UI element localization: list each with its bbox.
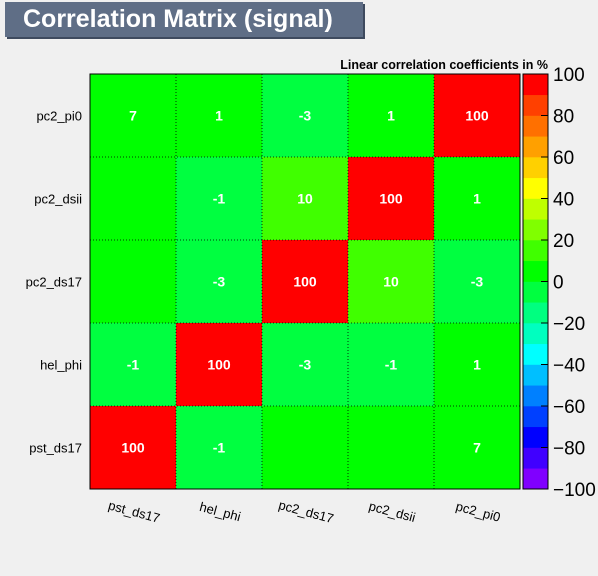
x-tick-label: pc2_dsii — [367, 498, 417, 525]
heatmap-cell — [90, 323, 176, 406]
heatmap-cell — [176, 240, 262, 323]
cell-value-label: 1 — [387, 108, 395, 124]
x-tick-label: pc2_ds17 — [277, 497, 335, 526]
heatmap-cell — [262, 74, 348, 157]
y-tick-label: hel_phi — [40, 358, 82, 373]
colorbar-segment — [523, 302, 548, 324]
heatmap-cell — [262, 157, 348, 240]
cell-value-label: 100 — [379, 191, 403, 207]
y-tick-label: pst_ds17 — [29, 441, 82, 456]
cell-value-label: 1 — [473, 191, 481, 207]
cell-value-label: -1 — [127, 357, 140, 373]
colorbar-segment — [523, 364, 548, 386]
heatmap-cell — [90, 157, 176, 240]
colorbar-tick-label: −60 — [553, 397, 585, 418]
heatmap-cell — [348, 157, 434, 240]
cell-value-label: 100 — [207, 357, 231, 373]
colorbar-tick-label: 40 — [553, 190, 574, 211]
colorbar-segment — [523, 94, 548, 116]
heatmap-cell — [348, 323, 434, 406]
cell-value-label: 7 — [129, 108, 137, 124]
cell-value-label: -3 — [471, 274, 484, 290]
heatmap-cell — [176, 157, 262, 240]
colorbar-segment — [523, 323, 548, 345]
x-tick-label: hel_phi — [198, 499, 242, 524]
heatmap-cell — [434, 240, 520, 323]
y-tick-label: pc2_pi0 — [36, 109, 82, 124]
heatmap-cell-labels: 100 -1 7 -1 100 -3 -1 1 -3 100 10 -3 -1 10 100 1 7 1 -3 1 10… — [121, 108, 489, 456]
colorbar-tick-label: 0 — [553, 273, 564, 294]
cell-value-label: 100 — [293, 274, 317, 290]
cell-value-label: 10 — [297, 191, 313, 207]
colorbar-segment — [523, 385, 548, 407]
x-tick-label: pc2_pi0 — [454, 499, 502, 525]
cell-value-label: 10 — [383, 274, 399, 290]
chart-title: Correlation Matrix (signal) — [23, 5, 333, 33]
x-tick-label: pst_ds17 — [107, 498, 162, 526]
heatmap-cell — [434, 406, 520, 489]
heatmap-cell — [262, 406, 348, 489]
x-axis-labels: pst_ds17 hel_phi pc2_ds17 pc2_dsii pc2_pi0 — [107, 497, 502, 526]
heatmap-cells — [90, 74, 520, 489]
colorbar-segment — [523, 406, 548, 428]
colorbar-tick-label: −40 — [553, 356, 585, 377]
colorbar-tick-label: −80 — [553, 439, 585, 460]
colorbar-segment — [523, 157, 548, 179]
colorbar-tick-label: 60 — [553, 148, 574, 169]
colorbar-segment — [523, 260, 548, 282]
colorbar-segment — [523, 115, 548, 137]
chart-subtitle: Linear correlation coefficients in % — [340, 58, 548, 72]
heatmap-grid — [90, 74, 520, 489]
heatmap-cell — [262, 240, 348, 323]
heatmap-cell — [262, 323, 348, 406]
heatmap-cell — [348, 406, 434, 489]
cell-value-label: 1 — [473, 357, 481, 373]
colorbar: 100 80 60 40 20 0 −20 −40 −60 −80 −100 — [522, 65, 596, 501]
cell-value-label: -1 — [213, 440, 226, 456]
colorbar-segment — [523, 426, 548, 448]
colorbar-tick-label: −20 — [553, 314, 585, 335]
colorbar-tick-label: 20 — [553, 231, 574, 252]
cell-value-label: 100 — [121, 440, 145, 456]
heatmap-cell — [348, 240, 434, 323]
colorbar-segment — [523, 177, 548, 199]
title-banner: Correlation Matrix (signal) — [5, 2, 363, 37]
cell-value-label: -1 — [213, 191, 226, 207]
colorbar-segment — [523, 74, 548, 96]
heatmap-cell — [176, 74, 262, 157]
cell-value-label: -1 — [385, 357, 398, 373]
y-axis-labels: pst_ds17 hel_phi pc2_ds17 pc2_dsii pc2_pi0 — [26, 109, 82, 456]
colorbar-segment — [523, 281, 548, 303]
cell-value-label: 7 — [473, 440, 481, 456]
colorbar-segment — [523, 468, 548, 490]
heatmap-cell — [348, 74, 434, 157]
colorbar-segment — [523, 136, 548, 158]
colorbar-segment — [523, 343, 548, 365]
colorbar-segment — [523, 198, 548, 220]
colorbar-segment — [523, 447, 548, 469]
heatmap-cell — [434, 323, 520, 406]
colorbar-tick-label: 100 — [553, 65, 585, 86]
cell-value-label: -3 — [299, 357, 312, 373]
heatmap-cell — [434, 74, 520, 157]
cell-value-label: -3 — [213, 274, 226, 290]
y-tick-label: pc2_ds17 — [26, 275, 82, 290]
colorbar-segment — [523, 219, 548, 241]
heatmap-cell — [90, 406, 176, 489]
cell-value-label: -3 — [299, 108, 312, 124]
heatmap-cell — [90, 240, 176, 323]
colorbar-tick-label: 80 — [553, 107, 574, 128]
cell-value-label: 100 — [465, 108, 489, 124]
colorbar-tick-label: −100 — [553, 480, 596, 501]
y-tick-label: pc2_dsii — [34, 192, 82, 207]
heatmap-cell — [90, 74, 176, 157]
heatmap-cell — [176, 323, 262, 406]
heatmap-cell — [434, 157, 520, 240]
plot-frame — [89, 73, 521, 490]
heatmap-cell — [176, 406, 262, 489]
colorbar-segment — [523, 240, 548, 262]
cell-value-label: 1 — [215, 108, 223, 124]
